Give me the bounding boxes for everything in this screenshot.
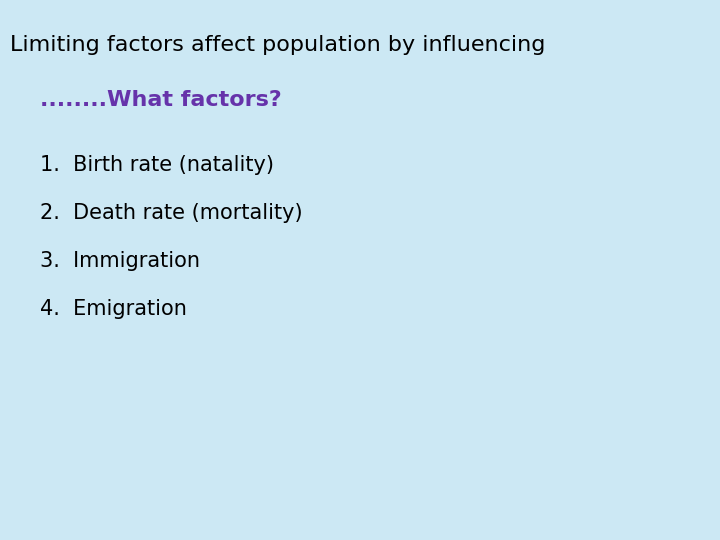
Text: 4.  Emigration: 4. Emigration <box>40 299 187 319</box>
Text: 2.  Death rate (mortality): 2. Death rate (mortality) <box>40 203 302 223</box>
Text: Limiting factors affect population by influencing: Limiting factors affect population by in… <box>10 35 545 55</box>
Text: 1.  Birth rate (natality): 1. Birth rate (natality) <box>40 155 274 175</box>
Text: 3.  Immigration: 3. Immigration <box>40 251 200 271</box>
Text: ........What factors?: ........What factors? <box>40 90 282 110</box>
